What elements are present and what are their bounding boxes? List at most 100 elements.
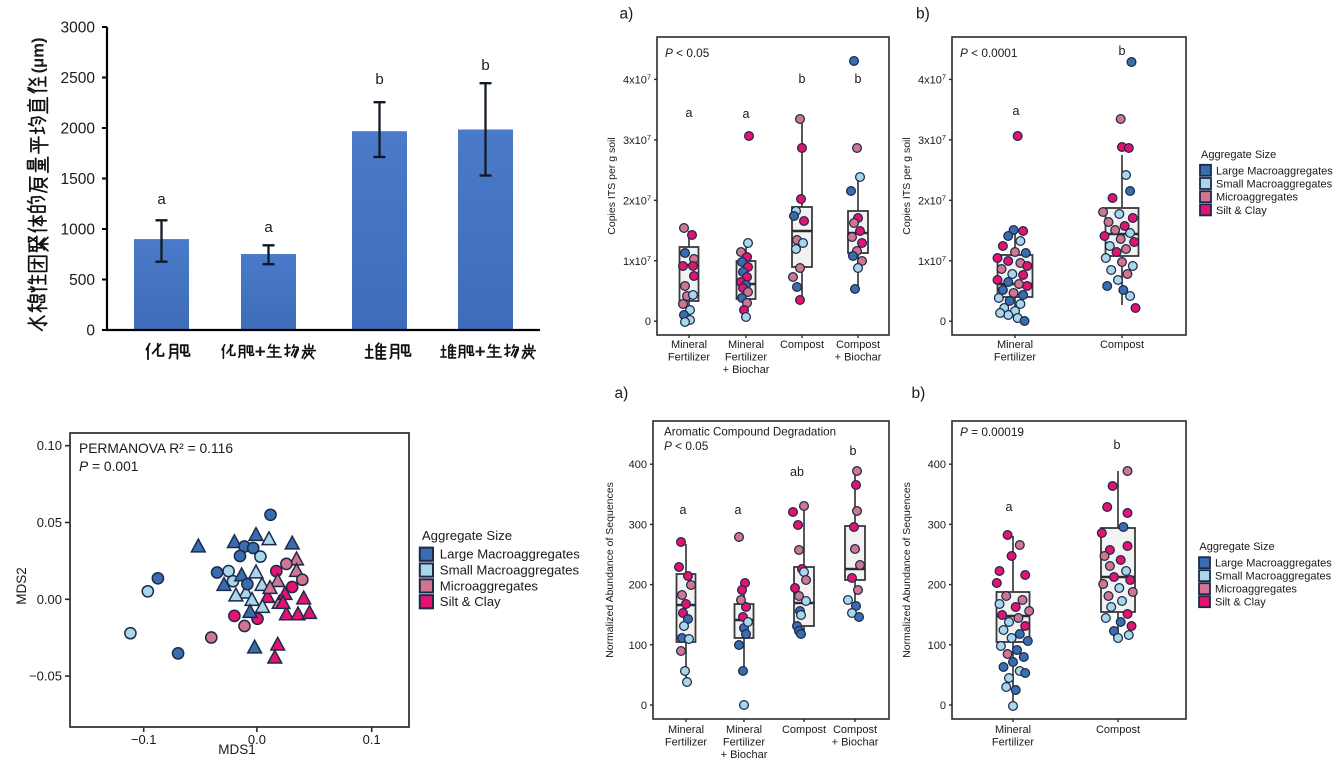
svg-text:0: 0 — [940, 316, 946, 328]
svg-text:1500: 1500 — [61, 171, 96, 188]
svg-text:Mineral: Mineral — [671, 339, 707, 351]
svg-text:Compost: Compost — [1100, 339, 1144, 351]
svg-text:Mineral: Mineral — [668, 724, 704, 736]
svg-text:Copies ITS per g soil: Copies ITS per g soil — [606, 137, 618, 234]
svg-text:0: 0 — [645, 316, 651, 328]
svg-text:Compost: Compost — [836, 339, 880, 351]
svg-text:Small Macroaggregates: Small Macroaggregates — [440, 562, 580, 577]
svg-text:−0.05: −0.05 — [29, 669, 62, 684]
svg-text:400: 400 — [928, 459, 946, 471]
svg-text:+: + — [475, 341, 486, 362]
svg-text:P < 0.05: P < 0.05 — [665, 46, 710, 60]
svg-text:Fertilizer: Fertilizer — [992, 737, 1035, 749]
svg-text:a: a — [264, 219, 273, 236]
svg-text:b: b — [799, 72, 806, 86]
svg-text:a: a — [743, 107, 750, 121]
svg-text:P < 0.05: P < 0.05 — [664, 439, 709, 453]
svg-text:a: a — [680, 503, 687, 517]
svg-text:b: b — [375, 71, 383, 88]
svg-text:0: 0 — [940, 700, 946, 712]
svg-text:b): b) — [912, 385, 926, 402]
svg-text:−0.1: −0.1 — [131, 732, 157, 747]
svg-text:0.0: 0.0 — [248, 732, 266, 747]
svg-text:b: b — [1114, 438, 1121, 452]
svg-text:3x107: 3x107 — [918, 133, 946, 147]
svg-text:3x107: 3x107 — [623, 133, 651, 147]
svg-text:b: b — [850, 444, 857, 458]
svg-text:P = 0.00019: P = 0.00019 — [960, 425, 1024, 439]
svg-text:200: 200 — [629, 580, 647, 592]
svg-text:300: 300 — [629, 519, 647, 531]
svg-text:2000: 2000 — [61, 121, 96, 138]
svg-text:Aggregate Size: Aggregate Size — [422, 528, 512, 543]
svg-text:200: 200 — [928, 580, 946, 592]
svg-text:a: a — [157, 191, 166, 208]
svg-text:P = 0.001: P = 0.001 — [79, 459, 138, 474]
svg-text:Aggregate Size: Aggregate Size — [1199, 541, 1274, 553]
svg-text:MDS1: MDS1 — [218, 742, 256, 757]
svg-text:+ Biochar: + Biochar — [723, 364, 770, 376]
svg-text:Mineral: Mineral — [995, 724, 1031, 736]
svg-text:Fertilizer: Fertilizer — [668, 352, 711, 364]
svg-text:Compost: Compost — [780, 339, 824, 351]
svg-text:0.1: 0.1 — [363, 732, 381, 747]
svg-text:Fertilizer: Fertilizer — [723, 737, 766, 749]
svg-text:Large Macroaggregates: Large Macroaggregates — [1215, 558, 1332, 570]
svg-text:Microaggregates: Microaggregates — [1215, 584, 1297, 596]
svg-text:a: a — [1013, 104, 1020, 118]
svg-text:1000: 1000 — [61, 222, 96, 239]
svg-text:400: 400 — [629, 459, 647, 471]
svg-text:Small Macroaggregates: Small Macroaggregates — [1216, 179, 1333, 191]
svg-text:Microaggregates: Microaggregates — [1216, 192, 1298, 204]
svg-text:+ Biochar: + Biochar — [721, 749, 768, 761]
svg-text:Silt & Clay: Silt & Clay — [1216, 205, 1267, 217]
svg-text:+: + — [255, 341, 266, 362]
svg-text:Compost: Compost — [833, 724, 877, 736]
svg-text:a): a) — [620, 6, 634, 23]
svg-text:0.05: 0.05 — [37, 515, 62, 530]
svg-text:Large Macroaggregates: Large Macroaggregates — [1216, 165, 1333, 177]
svg-text:100: 100 — [928, 640, 946, 652]
svg-text:Fertilizer: Fertilizer — [994, 352, 1037, 364]
svg-text:Mineral: Mineral — [997, 339, 1033, 351]
svg-text:Silt & Clay: Silt & Clay — [440, 594, 501, 609]
svg-text:Mineral: Mineral — [726, 724, 762, 736]
svg-text:1x107: 1x107 — [623, 254, 651, 268]
svg-text:Aggregate Size: Aggregate Size — [1201, 149, 1276, 161]
svg-text:+ Biochar: + Biochar — [832, 737, 879, 749]
svg-text:Large Macroaggregates: Large Macroaggregates — [440, 547, 580, 562]
svg-text:0: 0 — [641, 700, 647, 712]
svg-text:MDS2: MDS2 — [14, 567, 29, 605]
svg-text:2500: 2500 — [61, 70, 96, 87]
svg-text:Fertilizer: Fertilizer — [725, 352, 768, 364]
svg-text:2x107: 2x107 — [623, 193, 651, 207]
svg-text:Normalized Abundance of Sequen: Normalized Abundance of Sequences — [604, 482, 616, 658]
svg-text:a: a — [686, 106, 693, 120]
svg-text:Compost: Compost — [782, 724, 826, 736]
svg-text:P < 0.0001: P < 0.0001 — [960, 46, 1017, 60]
svg-text:0.00: 0.00 — [37, 592, 62, 607]
svg-text:a): a) — [615, 385, 629, 402]
svg-text:Normalized Abundance of Sequen: Normalized Abundance of Sequences — [901, 482, 913, 658]
svg-text:1x107: 1x107 — [918, 254, 946, 268]
svg-text:4x107: 4x107 — [623, 72, 651, 86]
svg-text:Aromatic Compound Degradation: Aromatic Compound Degradation — [664, 426, 836, 439]
svg-text:Copies ITS per g soil: Copies ITS per g soil — [901, 137, 913, 234]
svg-text:Small Macroaggregates: Small Macroaggregates — [1215, 571, 1332, 583]
svg-text:b): b) — [916, 6, 930, 23]
svg-text:a: a — [735, 503, 742, 517]
svg-text:+ Biochar: + Biochar — [835, 352, 882, 364]
svg-text:a: a — [1006, 500, 1013, 514]
svg-text:Mineral: Mineral — [728, 339, 764, 351]
svg-text:0: 0 — [86, 323, 95, 340]
svg-text:b: b — [855, 72, 862, 86]
svg-text:4x107: 4x107 — [918, 72, 946, 86]
svg-text:PERMANOVA R² = 0.116: PERMANOVA R² = 0.116 — [79, 441, 233, 456]
svg-text:2x107: 2x107 — [918, 193, 946, 207]
svg-text:Fertilizer: Fertilizer — [665, 737, 708, 749]
svg-text:0.10: 0.10 — [37, 438, 62, 453]
svg-text:500: 500 — [69, 272, 95, 289]
svg-text:300: 300 — [928, 519, 946, 531]
svg-text:Compost: Compost — [1096, 724, 1140, 736]
svg-text:ab: ab — [790, 465, 804, 479]
